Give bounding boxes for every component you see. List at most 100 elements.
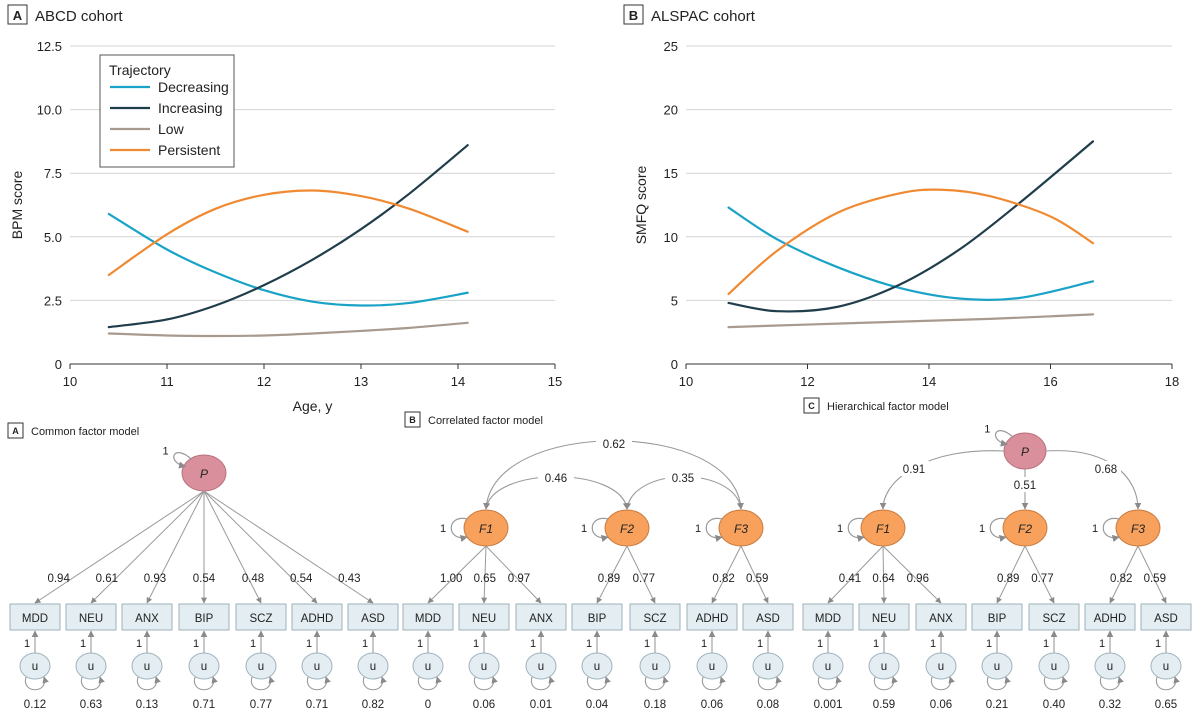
hierarchical-factor-residual-node (1094, 652, 1126, 680)
correlated-factor-residual-variance-loop (644, 676, 669, 691)
common-factor-loading-label: 0.93 (144, 573, 166, 585)
chart-a-xtick-label: 12 (257, 374, 271, 389)
correlated-factor-indicator-box (629, 603, 681, 631)
hierarchical-factor-residual-variance-loop (930, 676, 955, 691)
common-factor-residual-node-label: u (32, 661, 38, 673)
common-factor-residual-variance-label: 0.63 (80, 699, 102, 711)
correlated-factor-residual-node-label: u (765, 661, 771, 673)
chart-a-line-persistent (107, 189, 469, 277)
hierarchical-factor-top-loading-label-bg (899, 461, 929, 476)
chart-b-ytick-label: 25 (664, 39, 678, 54)
correlated-factor-loading-label: 0.97 (508, 573, 530, 585)
correlated-factor-correlation-label-bg (596, 436, 632, 451)
hierarchical-factor-indicator-label: MDD (815, 613, 841, 625)
correlated-factor-residual-node (525, 652, 557, 680)
hierarchical-factor-top-loading-label-bg (1010, 477, 1040, 492)
hierarchical-factor-loading-path (1024, 545, 1055, 604)
common-factor-indicator-box (235, 603, 287, 631)
chart-a-xtick-label: 13 (354, 374, 368, 389)
correlated-factor-residual-variance-loop (701, 676, 726, 691)
correlated-factor-indicator-label: SCZ (644, 613, 667, 625)
common-factor-loading-label: 0.54 (290, 573, 313, 585)
common-factor-residual-variance-loop (306, 676, 331, 691)
common-factor-loading-label: 0.43 (338, 573, 360, 585)
chart-b-panel-letter-box (623, 4, 644, 25)
hierarchical-factor-top-loading-label: 0.91 (903, 464, 925, 476)
correlated-factor-loading-path (427, 545, 487, 604)
chart-a-xtick-label: 11 (160, 374, 174, 389)
hierarchical-factor-residual-variance-loop (1155, 676, 1180, 691)
chart-a-legend-title: Trajectory (109, 62, 171, 78)
hierarchical-factor-residual-variance-loop (873, 676, 898, 691)
chart-b-panel-letter: B (629, 8, 638, 23)
chart-a-legend-box (99, 54, 235, 168)
correlated-factor-residual-variance-label: 0.06 (473, 699, 495, 711)
hierarchical-factor-loading-label: 0.41 (839, 573, 861, 585)
common-factor-residual-node (131, 652, 163, 680)
hierarchical-factor-indicator-box (971, 603, 1023, 631)
common-factor-residual-path-label: 1 (136, 638, 142, 650)
hierarchical-factor-p-node-label: P (1021, 445, 1029, 459)
common-factor-indicator-box (291, 603, 343, 631)
common-factor-residual-node-label: u (258, 661, 264, 673)
correlated-factor-residual-node-label: u (652, 661, 658, 673)
common-factor-loading-label: 0.61 (96, 573, 118, 585)
common-factor-indicator-label: ASD (361, 613, 385, 625)
common-factor-loading-label: 0.94 (47, 573, 70, 585)
correlated-factor-indicator-box (686, 603, 738, 631)
common-factor-residual-node-label: u (88, 661, 94, 673)
hierarchical-factor-loading-label: 0.59 (1144, 573, 1166, 585)
correlated-factor-loading-label: 1.00 (440, 573, 462, 585)
chart-a-legend-label: Decreasing (158, 79, 229, 95)
chart-b-ytick-label: 15 (664, 166, 678, 181)
chart-a-legend-label: Persistent (158, 142, 220, 158)
correlated-factor-residual-variance-loop (757, 676, 782, 691)
correlated-factor-correlation-label-bg (538, 470, 574, 485)
hierarchical-factor-p-variance-loop (994, 430, 1014, 447)
hierarchical-factor-residual-variance-label: 0.06 (930, 699, 952, 711)
correlated-factor-indicator-label: ADHD (696, 613, 729, 625)
hierarchical-factor-loading-path (996, 545, 1026, 604)
hierarchical-factor-top-loading-path (1045, 450, 1142, 510)
hierarchical-factor-residual-variance-loop (1043, 676, 1068, 691)
correlated-factor-loading-path (740, 545, 769, 604)
correlated-factor-loading-path (596, 545, 628, 604)
chart-a-xtick-label: 10 (63, 374, 77, 389)
correlated-factor-loading-label: 0.59 (746, 573, 768, 585)
hierarchical-factor-residual-variance-loop (986, 676, 1011, 691)
hierarchical-factor-residual-node (812, 652, 844, 680)
correlated-factor-residual-node-label: u (481, 661, 487, 673)
chart-b-xtick-label: 10 (679, 374, 693, 389)
chart-b-line-increasing (727, 140, 1095, 313)
hierarchical-factor-residual-path-label: 1 (1155, 638, 1161, 650)
chart-a-line-low (107, 321, 469, 338)
common-factor-loading-path (203, 490, 318, 604)
chart-a-ytick-label: 5.0 (44, 230, 62, 245)
hierarchical-factor-loading-label: 0.89 (997, 573, 1019, 585)
hierarchical-factor-indicator-box (802, 603, 854, 631)
common-factor-residual-node (75, 652, 107, 680)
hierarchical-factor-indicator-label: ADHD (1094, 613, 1127, 625)
correlated-factor-residual-variance-loop (586, 676, 611, 691)
correlated-factor-f2-variance-label: 1 (581, 523, 587, 535)
common-factor-indicator-label: ADHD (301, 613, 334, 625)
correlated-factor-indicator-box (742, 603, 794, 631)
correlated-factor-residual-variance-label: 0.06 (701, 699, 723, 711)
hierarchical-factor-residual-node-label: u (1107, 661, 1113, 673)
chart-a-line-increasing (107, 144, 469, 329)
correlated-factor-residual-path-label: 1 (530, 638, 536, 650)
hierarchical-factor-residual-variance-label: 0.32 (1099, 699, 1121, 711)
common-factor-residual-variance-loop (362, 676, 387, 691)
hierarchical-factor-loading-path (1137, 545, 1167, 604)
hierarchical-factor-f1-variance-loop (847, 517, 865, 542)
common-factor-residual-variance-label: 0.82 (362, 699, 384, 711)
chart-b-ytick-label: 10 (664, 230, 678, 245)
hierarchical-factor-residual-path-label: 1 (986, 638, 992, 650)
correlated-factor-residual-path-label: 1 (473, 638, 479, 650)
correlated-factor-residual-variance-loop (530, 676, 555, 691)
hierarchical-factor-residual-path-label: 1 (817, 638, 823, 650)
hierarchical-factor-residual-node-label: u (1051, 661, 1057, 673)
common-factor-residual-path-label: 1 (193, 638, 199, 650)
hierarchical-factor-residual-node (1150, 652, 1182, 680)
correlated-factor-indicator-label: ANX (529, 613, 553, 625)
